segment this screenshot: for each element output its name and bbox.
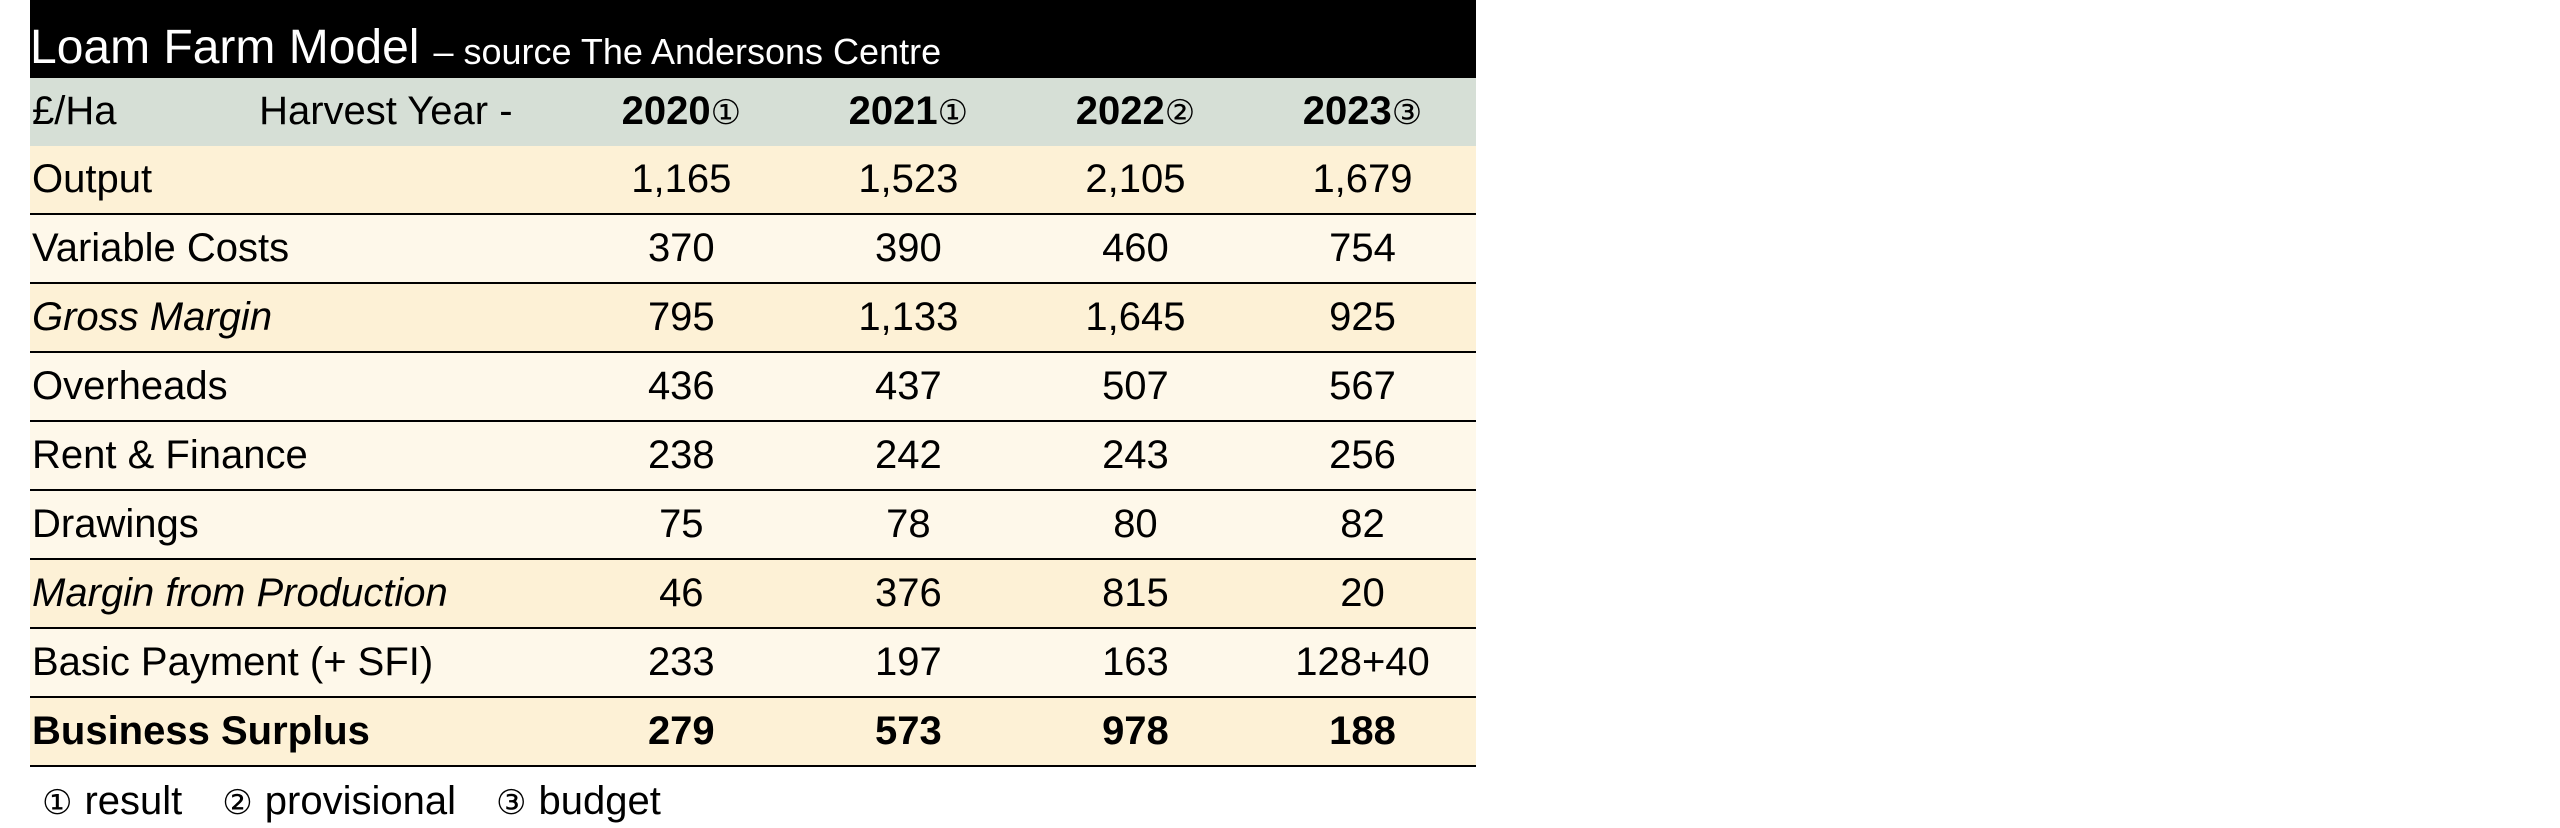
farm-model-table: Loam Farm Model – source The Andersons C… — [30, 0, 1476, 828]
table-cell: 256 — [1329, 433, 1396, 477]
row-label: Rent & Finance — [32, 433, 308, 477]
table-row-basic-payment: Basic Payment (+ SFI) 233 197 163 128+40 — [30, 629, 1476, 698]
row-label: Drawings — [32, 502, 199, 546]
table-cell: 279 — [647, 709, 715, 753]
table-source: – source The Andersons Centre — [433, 31, 942, 73]
table-cell: 795 — [647, 295, 715, 339]
table-cell: 815 — [1102, 571, 1169, 615]
table-cell: 238 — [647, 433, 715, 477]
table-cell: 437 — [875, 364, 942, 408]
row-label: Business Surplus — [32, 709, 370, 753]
row-label: Variable Costs — [32, 226, 290, 270]
footnote-symbol: ③ — [496, 783, 527, 822]
footnote-text: budget — [538, 778, 661, 823]
footnote-symbol: ② — [222, 783, 253, 822]
table-cell: 1,133 — [858, 295, 959, 339]
year-header-2020: 2020① — [621, 88, 742, 133]
unit-label: £/Ha — [32, 88, 117, 133]
table-title: Loam Farm Model — [30, 21, 420, 74]
table-cell: 1,679 — [1312, 157, 1413, 201]
table-cell: 78 — [886, 502, 931, 546]
table-cell: 46 — [659, 571, 704, 615]
row-label: Basic Payment (+ SFI) — [32, 640, 434, 684]
table-row-output: Output 1,165 1,523 2,105 1,679 — [30, 146, 1476, 215]
table-cell: 242 — [875, 433, 942, 477]
table-cell: 370 — [647, 226, 715, 270]
year-header-2022: 2022② — [1075, 88, 1196, 133]
table-row-overheads: Overheads 436 437 507 567 — [30, 353, 1476, 422]
table-row-rent-finance: Rent & Finance 238 242 243 256 — [30, 422, 1476, 491]
year-header-2023: 2023③ — [1302, 88, 1423, 133]
table-cell: 507 — [1102, 364, 1169, 408]
table-cell: 188 — [1329, 709, 1396, 753]
footnote-budget: ③ budget — [496, 779, 661, 824]
table-cell: 754 — [1329, 226, 1396, 270]
table-cell: 20 — [1340, 571, 1385, 615]
row-label: Margin from Production — [32, 571, 448, 615]
table-cell: 1,523 — [858, 157, 959, 201]
table-cell: 460 — [1102, 226, 1169, 270]
row-label: Output — [32, 157, 153, 201]
footnote-provisional: ② provisional — [222, 779, 456, 824]
table-cell: 197 — [875, 640, 942, 684]
table-cell: 128+40 — [1295, 640, 1430, 684]
year-marker: ③ — [1391, 93, 1423, 132]
footnotes: ① result ② provisional ③ budget — [30, 767, 1476, 828]
table-cell: 2,105 — [1085, 157, 1186, 201]
table-cell: 573 — [875, 709, 942, 753]
table-cell: 376 — [875, 571, 942, 615]
footnote-result: ① result — [42, 779, 182, 824]
table-cell: 1,165 — [631, 157, 732, 201]
harvest-year-label: Harvest Year - — [259, 88, 513, 133]
title-bar: Loam Farm Model – source The Andersons C… — [30, 0, 1476, 78]
year-marker: ① — [937, 93, 969, 132]
row-label: Gross Margin — [32, 295, 273, 339]
table-cell: 925 — [1329, 295, 1396, 339]
footnote-symbol: ① — [42, 783, 73, 822]
table-row-variable-costs: Variable Costs 370 390 460 754 — [30, 215, 1476, 284]
table-cell: 163 — [1102, 640, 1169, 684]
table-cell: 1,645 — [1085, 295, 1186, 339]
table-row-gross-margin: Gross Margin 795 1,133 1,645 925 — [30, 284, 1476, 353]
year-header-2021: 2021① — [848, 88, 969, 133]
header-row: £/Ha Harvest Year - 2020① 2021① 2022② 20… — [30, 78, 1476, 146]
table-cell: 567 — [1329, 364, 1396, 408]
table-cell: 436 — [647, 364, 715, 408]
table-cell: 233 — [647, 640, 715, 684]
table-row-drawings: Drawings 75 78 80 82 — [30, 491, 1476, 560]
table-cell: 243 — [1102, 433, 1169, 477]
year-marker: ② — [1164, 93, 1196, 132]
table-cell: 390 — [875, 226, 942, 270]
year-marker: ① — [710, 93, 742, 132]
footnote-text: result — [84, 778, 183, 823]
row-label: Overheads — [32, 364, 228, 408]
table-cell: 75 — [659, 502, 704, 546]
table-row-margin-from-production: Margin from Production 46 376 815 20 — [30, 560, 1476, 629]
table-cell: 80 — [1113, 502, 1158, 546]
table-row-business-surplus: Business Surplus 279 573 978 188 — [30, 698, 1476, 767]
table-cell: 978 — [1102, 709, 1169, 753]
footnote-text: provisional — [264, 778, 456, 823]
table-cell: 82 — [1340, 502, 1385, 546]
